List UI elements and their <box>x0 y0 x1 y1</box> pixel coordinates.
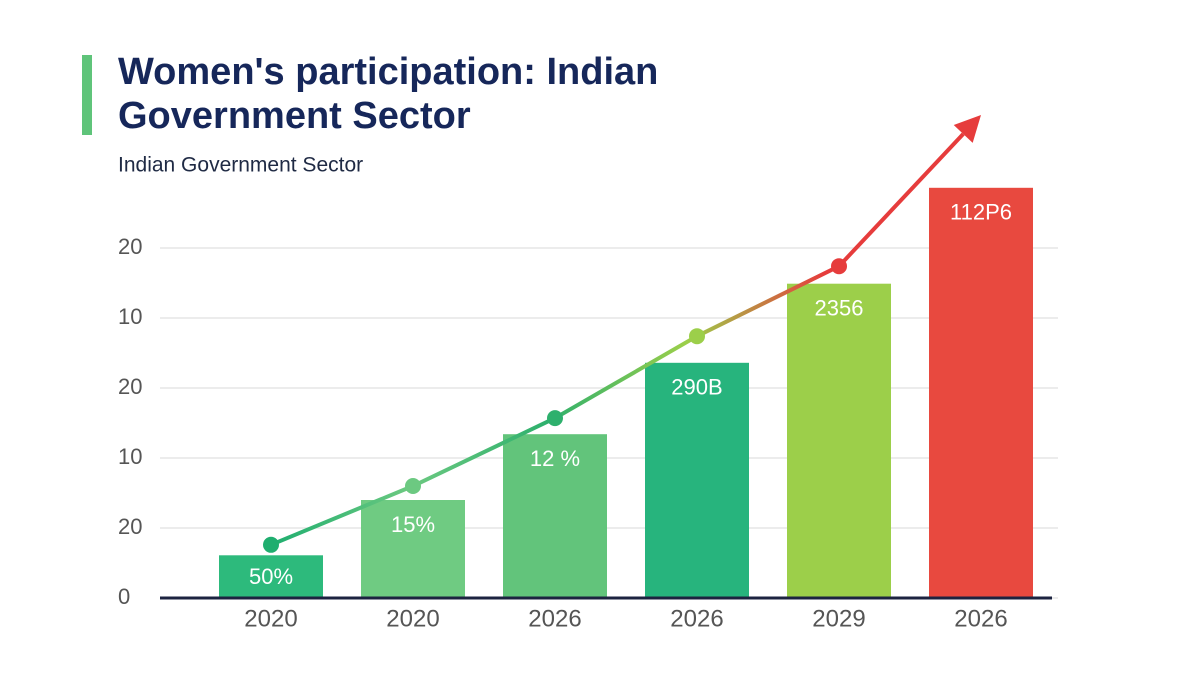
trend-marker <box>263 536 279 553</box>
x-tick-label: 2020 <box>386 605 439 632</box>
value-label: 50% <box>249 564 293 589</box>
value-label: 2356 <box>815 296 864 321</box>
trend-marker <box>689 328 705 345</box>
value-label: 112P6 <box>950 200 1012 225</box>
y-tick-label: 10 <box>118 304 142 329</box>
y-tick-label: 20 <box>118 234 142 259</box>
value-label: 12 % <box>530 446 580 471</box>
trend-marker <box>405 478 421 494</box>
x-tick-label: 2029 <box>812 605 865 632</box>
y-tick-label: 20 <box>118 514 142 539</box>
bar <box>503 434 607 598</box>
bar <box>645 362 749 598</box>
value-label: 15% <box>391 512 435 537</box>
y-tick-label: 0 <box>118 584 130 609</box>
x-tick-label: 2026 <box>528 605 581 632</box>
y-tick-label: 10 <box>118 444 142 469</box>
trend-marker <box>547 410 563 427</box>
bar <box>361 500 465 598</box>
chart-title: Government Sector <box>118 95 471 137</box>
bar <box>787 283 891 598</box>
x-tick-label: 2020 <box>244 605 297 632</box>
value-label: 290B <box>671 375 722 400</box>
trend-arrowhead <box>953 115 981 143</box>
bar <box>219 555 323 598</box>
title-accent <box>82 55 92 135</box>
chart-title: Women's participation: Indian <box>118 51 658 93</box>
trend-marker <box>831 258 847 275</box>
trend-line <box>270 132 965 547</box>
chart-subtitle: Indian Government Sector <box>118 154 363 177</box>
x-tick-label: 2026 <box>954 605 1007 632</box>
y-tick-label: 20 <box>118 374 142 399</box>
x-tick-label: 2026 <box>670 605 723 632</box>
bar <box>929 187 1033 599</box>
